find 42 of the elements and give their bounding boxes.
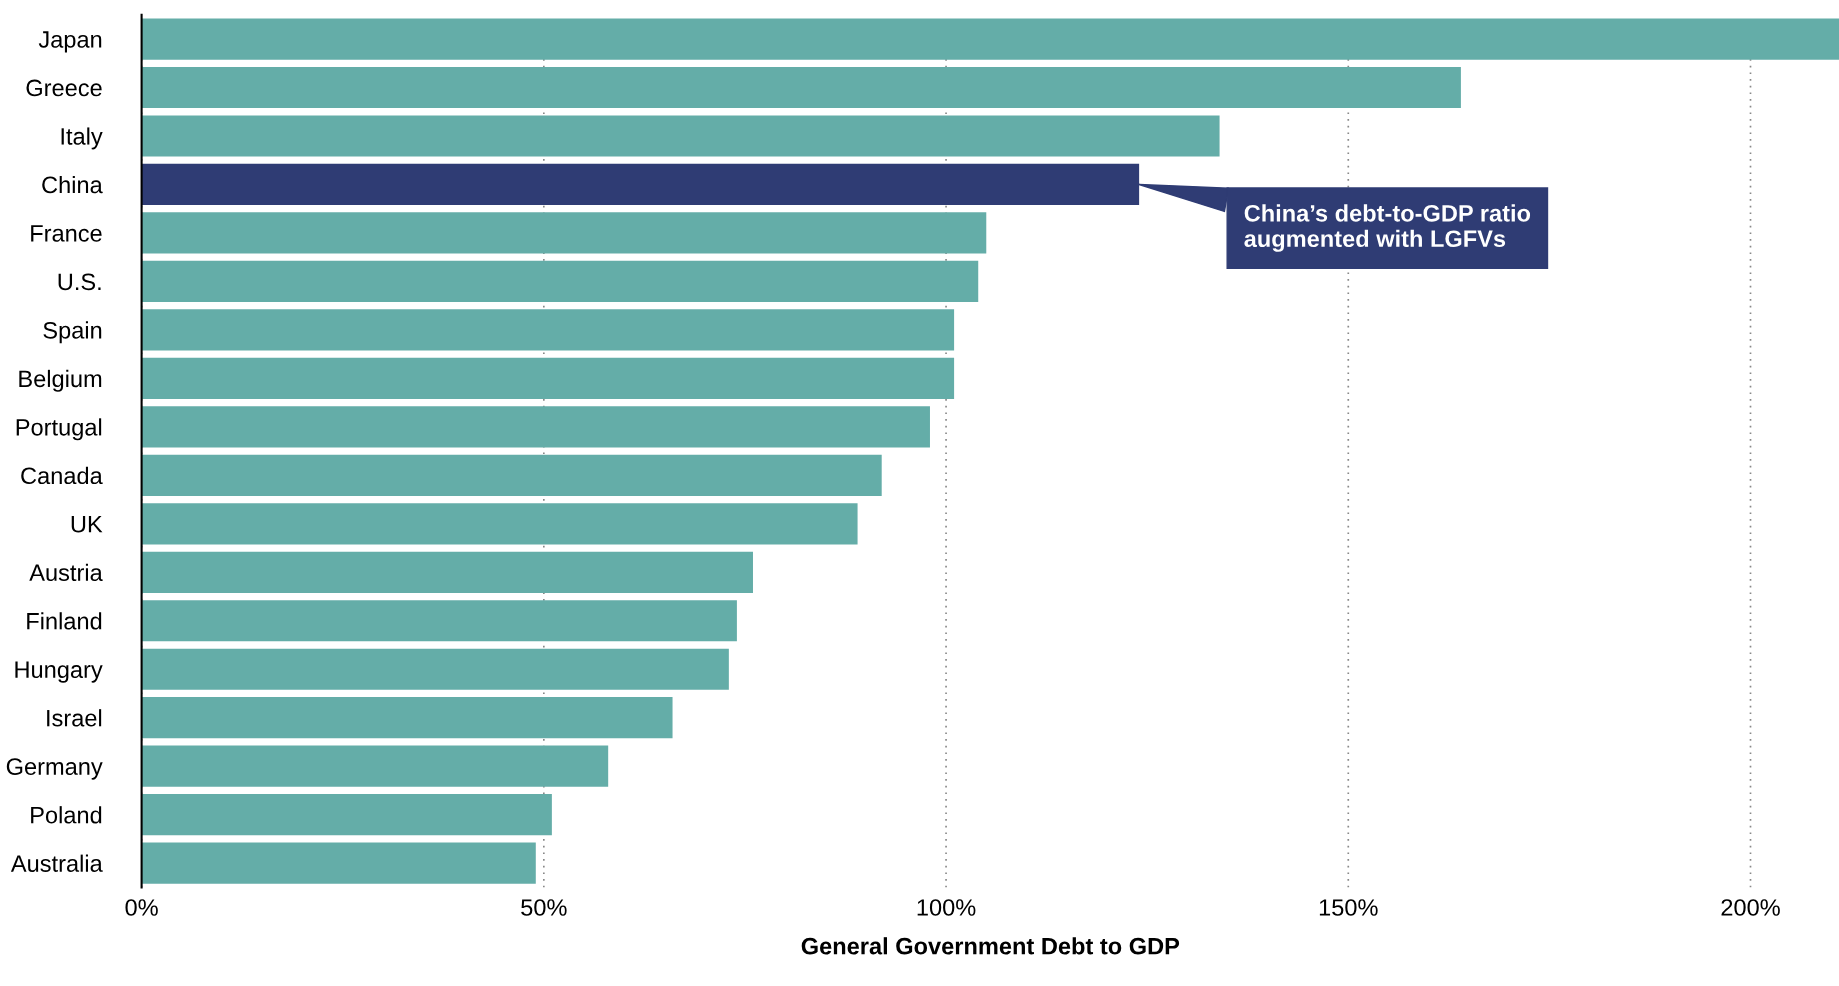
- bar: [141, 503, 858, 545]
- bar: [141, 66, 1461, 109]
- y-tick-label: Hungary: [15, 661, 103, 683]
- y-tick-label: Finland: [27, 612, 102, 630]
- bar: [141, 406, 930, 448]
- bar: [141, 745, 609, 787]
- bar: [141, 600, 737, 642]
- bar: [141, 18, 1839, 60]
- x-axis-title: General Government Debt to GDP: [801, 937, 1180, 955]
- bar: [141, 260, 979, 303]
- y-tick-label: U.S.: [58, 273, 101, 291]
- y-tick-label: Japan: [38, 31, 102, 53]
- bar: [141, 697, 673, 739]
- y-tick-label: Canada: [21, 466, 103, 485]
- y-tick-label: Greece: [26, 79, 102, 97]
- y-tick-label: Belgium: [19, 369, 102, 392]
- x-tick-label: 150%: [1319, 899, 1378, 916]
- x-tick-label: 200%: [1721, 899, 1780, 916]
- bar: [141, 454, 882, 496]
- x-tick-label: 100%: [917, 899, 976, 916]
- x-tick-label: 0%: [125, 899, 158, 916]
- bar: [141, 115, 1220, 157]
- bar: [141, 794, 552, 836]
- y-tick-label: Austria: [29, 563, 103, 582]
- y-tick-label: Poland: [31, 806, 102, 824]
- y-tick-label: Australia: [10, 854, 103, 872]
- bar: [141, 842, 536, 884]
- bar: [141, 648, 729, 690]
- y-tick-label: Spain: [43, 321, 102, 344]
- y-tick-label: Israel: [47, 709, 102, 727]
- y-tick-label: Portugal: [16, 418, 102, 441]
- y-tick-label: China: [42, 175, 103, 194]
- y-tick-label: France: [31, 225, 102, 242]
- bar: [141, 309, 955, 351]
- annotation: China’s debt-to-GDP ratio augmented with LGFVs: [1244, 204, 1531, 252]
- x-tick-label: 50%: [521, 899, 567, 916]
- y-tick-label: Germany: [6, 758, 103, 780]
- y-tick-label: Italy: [61, 127, 103, 150]
- bar: [141, 357, 955, 399]
- bar: [141, 212, 987, 254]
- y-tick-label: UK: [71, 516, 103, 533]
- bar: [141, 551, 753, 593]
